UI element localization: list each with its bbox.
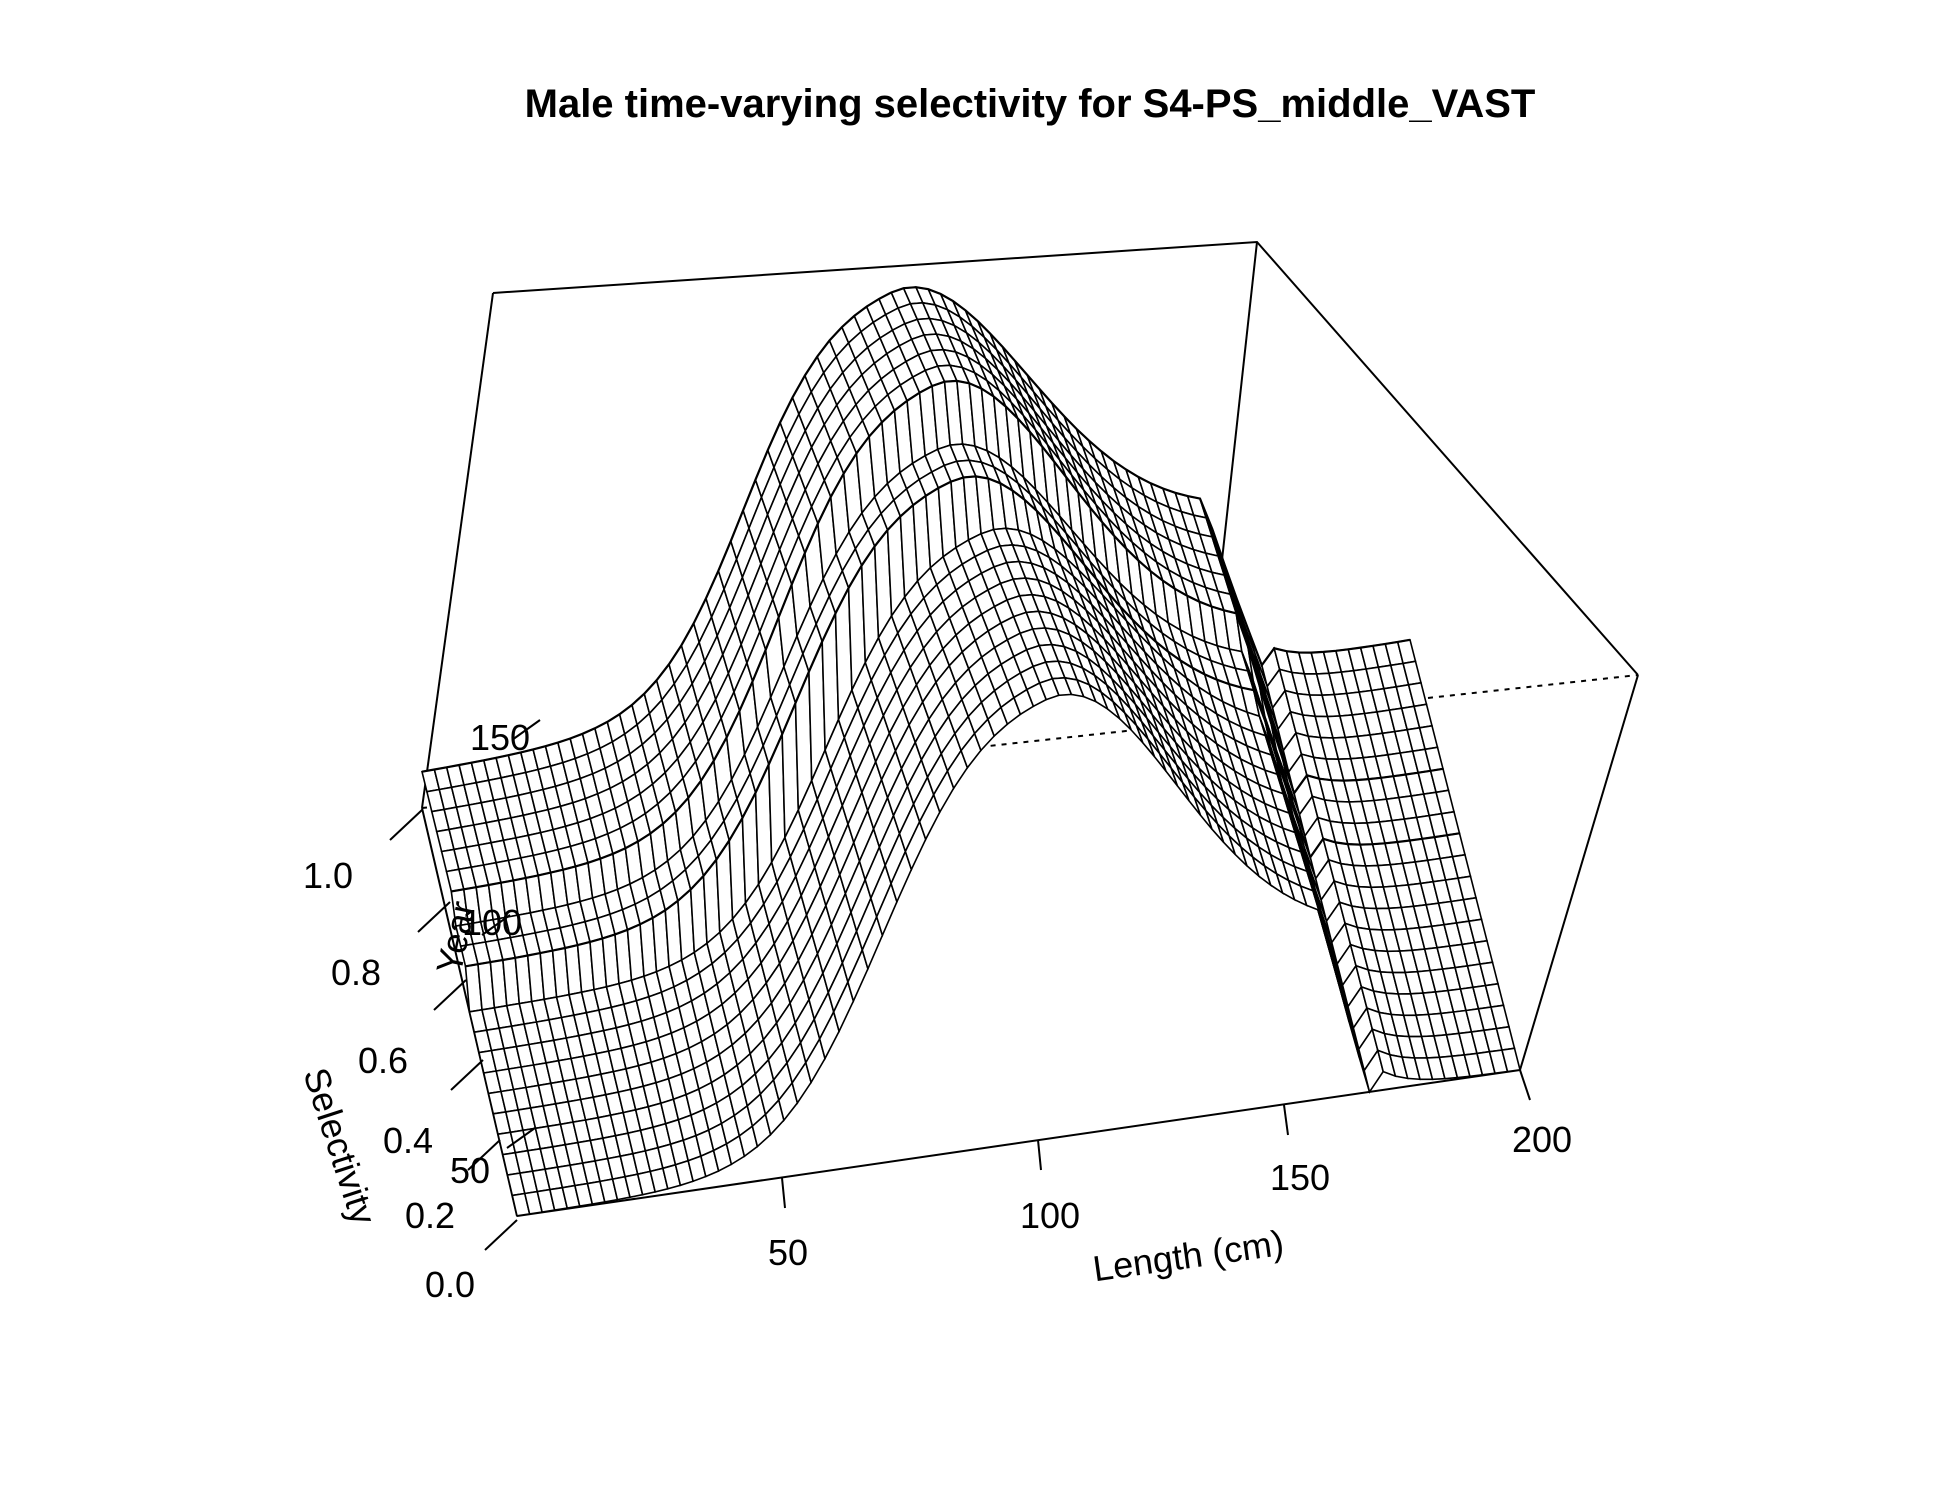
box-back-right-edge <box>1221 241 1258 561</box>
z-tick-label-08: 0.8 <box>331 952 381 993</box>
box-back-left-edge <box>421 292 494 809</box>
x-tick-50 <box>781 1177 786 1209</box>
y-tick-100 <box>481 914 511 936</box>
x-axis-label: Length (cm) <box>1090 1222 1286 1289</box>
box-bottom-front-edge <box>516 1069 1521 1217</box>
chart-title: Male time-varying selectivity for S4-PS_… <box>525 82 1536 126</box>
z-tick-04 <box>450 1059 484 1091</box>
z-tick-08 <box>417 901 451 933</box>
x-tick-label-50: 50 <box>768 1232 808 1273</box>
z-tick-label-10: 1.0 <box>303 855 353 896</box>
surface-profile-line-1 <box>465 475 1460 968</box>
z-tick-02 <box>467 1139 501 1171</box>
z-tick-06 <box>433 979 467 1011</box>
y-tick-50 <box>506 1127 536 1149</box>
year-axis: 50 100 150 Year <box>428 717 541 1191</box>
x-tick-label-150: 150 <box>1270 1157 1330 1198</box>
z-tick-label-06: 0.6 <box>358 1040 408 1081</box>
z-tick-label-02: 0.2 <box>405 1195 455 1236</box>
y-tick-150 <box>511 719 541 741</box>
surface-facet <box>1501 1047 1521 1073</box>
length-axis: 50 100 150 200 Length (cm) <box>768 1069 1572 1289</box>
x-tick-label-100: 100 <box>1020 1195 1080 1236</box>
y-tick-label-100: 100 <box>462 902 522 943</box>
z-tick-label-04: 0.4 <box>383 1120 433 1161</box>
surface-profile-line-2 <box>451 379 1444 893</box>
z-tick-label-0: 0.0 <box>425 1264 475 1305</box>
surface-profile-line-3 <box>421 286 1411 773</box>
selectivity-surface <box>421 286 1521 1217</box>
x-tick-200 <box>1519 1069 1531 1101</box>
y-tick-label-150: 150 <box>470 717 530 758</box>
x-tick-100 <box>1037 1139 1042 1171</box>
z-tick-0 <box>484 1219 518 1251</box>
z-tick-10 <box>389 809 423 841</box>
z-axis-label: Selectivity <box>295 1063 384 1230</box>
x-tick-150 <box>1283 1104 1289 1136</box>
box-front-right-edge <box>1519 674 1639 1071</box>
plot-box <box>421 240 1639 1217</box>
x-tick-label-200: 200 <box>1512 1119 1572 1160</box>
